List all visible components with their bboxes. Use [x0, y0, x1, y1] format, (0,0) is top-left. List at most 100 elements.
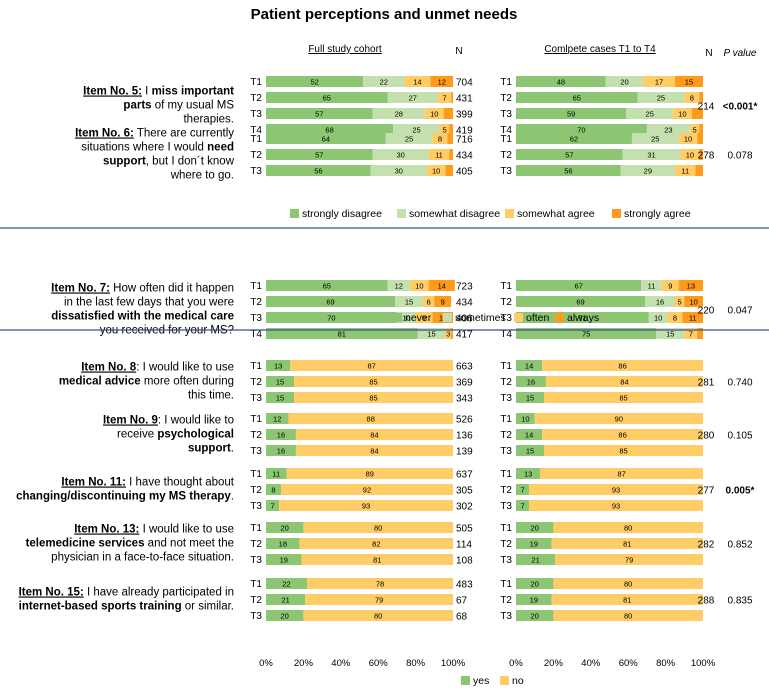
legend-swatch-strongly-disagree — [290, 209, 299, 218]
data-label: 5 — [442, 126, 446, 135]
row-time-label: T1 — [500, 579, 512, 590]
bar-segment-no — [305, 594, 453, 605]
bar-segment-somewhat-agree — [439, 124, 450, 135]
x-tick-label: 40% — [581, 658, 601, 669]
complete-cases-n: 278 — [698, 151, 715, 162]
item-label-line: support. — [188, 443, 234, 455]
row-time-label: T3 — [250, 446, 262, 457]
p-value: 0.078 — [727, 151, 752, 162]
row-time-label: T2 — [250, 150, 262, 161]
header-p-value: P value — [724, 48, 757, 59]
bar-segment-never — [266, 280, 388, 291]
item-number: Item No. 11: — [61, 477, 126, 489]
bar-segment-yes — [516, 554, 556, 565]
data-label: 6 — [427, 298, 431, 307]
legend-swatch-somewhat-agree — [505, 209, 514, 218]
row-time-label: T1 — [500, 77, 512, 88]
item-text: receive — [117, 429, 157, 441]
data-label: 80 — [624, 524, 632, 533]
data-label: 16 — [277, 447, 285, 456]
data-label: 27 — [409, 94, 417, 103]
bar-segment-yes — [516, 468, 541, 479]
data-label: 16 — [656, 298, 664, 307]
legend-swatch-somewhat-disagree — [397, 209, 406, 218]
bar-segment-somewhat-agree — [432, 133, 448, 144]
data-label: 65 — [323, 282, 331, 291]
data-label: 16 — [527, 378, 535, 387]
row-time-label: T2 — [250, 297, 262, 308]
bar-segment-always — [684, 296, 703, 307]
bar-segment-often — [684, 328, 698, 339]
bar-segment-no — [286, 468, 453, 479]
item-text: , but I don´t know — [146, 156, 235, 168]
x-tick-label: 20% — [294, 658, 314, 669]
item-emphasis: medical advice — [59, 376, 141, 388]
bar-segment-always — [451, 328, 453, 339]
data-label: 57 — [315, 110, 323, 119]
data-label: 8 — [271, 486, 275, 495]
bar-segment-strongly-disagree — [266, 165, 371, 176]
bar-segment-yes — [516, 429, 543, 440]
data-label: 14 — [438, 282, 446, 291]
row-time-label: T4 — [500, 329, 512, 340]
bar-segment-somewhat-agree — [689, 124, 700, 135]
data-label: 85 — [369, 394, 377, 403]
x-tick-label: 100% — [691, 658, 716, 669]
data-label: 9 — [422, 314, 426, 323]
data-label: 10 — [521, 415, 529, 424]
row-time-label: T3 — [500, 555, 512, 566]
row-n-value: 114 — [456, 540, 472, 551]
bar-segment-sometimes — [387, 280, 410, 291]
legend-swatch-never — [393, 313, 402, 322]
data-label: 30 — [395, 167, 403, 176]
x-tick-label: 100% — [441, 658, 466, 669]
bar-segment-strongly-disagree — [266, 133, 386, 144]
bar-segment-no — [551, 538, 703, 549]
data-label: 10 — [689, 298, 697, 307]
bar-segment-yes — [266, 610, 304, 621]
data-label: 15 — [276, 394, 284, 403]
bar-segment-somewhat-agree — [426, 165, 446, 176]
p-value: 0.835 — [727, 596, 752, 607]
bar-segment-no — [288, 413, 453, 424]
bar-segment-yes — [516, 578, 554, 589]
bar-segment-yes — [266, 360, 291, 371]
bar-segment-strongly-disagree — [516, 165, 621, 176]
item-text: situations where I would — [81, 142, 207, 154]
item-label-line: Item No. 11: I have thought about — [61, 477, 234, 489]
row-n-value: 434 — [456, 298, 473, 309]
item-label-line: situations where I would need — [81, 142, 234, 154]
bar-segment-always — [434, 296, 452, 307]
row-time-label: T3 — [250, 555, 262, 566]
data-label: 70 — [577, 126, 585, 135]
item-label-line: Item No. 5: I miss important — [83, 86, 234, 98]
data-label: 75 — [582, 330, 590, 339]
data-label: 85 — [369, 378, 377, 387]
complete-cases-n: 280 — [698, 431, 715, 442]
bar-segment-never — [516, 280, 642, 291]
row-time-label: T1 — [500, 134, 512, 145]
item-label-line: this time. — [188, 390, 234, 402]
item-text: physician in a face-to-face situation. — [51, 552, 234, 564]
legend-swatch-no — [500, 676, 509, 685]
complete-cases-n: 282 — [698, 540, 715, 551]
data-label: 84 — [370, 431, 378, 440]
data-label: 16 — [277, 431, 285, 440]
data-label: 79 — [625, 556, 633, 565]
p-value: 0.105 — [727, 431, 752, 442]
legend-swatch-strongly-agree — [612, 209, 621, 218]
x-tick-label: 0% — [509, 658, 523, 669]
row-n-value: 637 — [456, 470, 473, 481]
data-label: 11 — [689, 314, 697, 323]
row-n-value: 399 — [456, 110, 473, 121]
row-time-label: T2 — [250, 485, 262, 496]
row-time-label: T2 — [250, 377, 262, 388]
data-label: 25 — [405, 135, 413, 144]
legend-label: yes — [473, 675, 489, 687]
data-label: 93 — [612, 486, 620, 495]
row-time-label: T3 — [250, 611, 262, 622]
item-emphasis: miss important — [152, 86, 235, 98]
bar-segment-sometimes — [396, 312, 416, 323]
data-label: 92 — [363, 486, 371, 495]
bar-segment-no — [290, 360, 453, 371]
